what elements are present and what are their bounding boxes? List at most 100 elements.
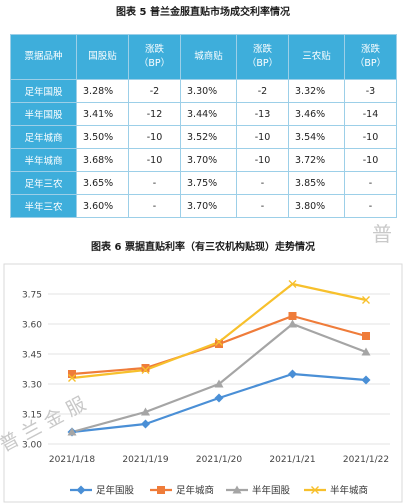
legend-marker <box>232 485 242 494</box>
chart-title: 图表 6 票据直贴利率（有三农机构贴现）走势情况 <box>91 242 315 253</box>
table-cell: 3.41% <box>76 102 129 126</box>
table-cell: -10 <box>128 125 181 149</box>
table-cell: -10 <box>236 148 289 172</box>
table-cell: -10 <box>128 148 181 172</box>
legend-marker <box>76 485 86 495</box>
table-header-cell: 城商贴 <box>180 34 237 80</box>
data-point <box>362 296 370 304</box>
table-cell: - <box>128 171 181 195</box>
table-cell: -14 <box>344 102 397 126</box>
series-line-4 <box>71 282 367 380</box>
table-cell: 3.85% <box>288 171 345 195</box>
table-row: 半年城商 3.68% -10 3.70% -10 3.72% -10 <box>10 148 397 172</box>
data-point <box>288 312 297 320</box>
table-cell: 3.46% <box>288 102 345 126</box>
y-tick-label: 3.30 <box>22 381 42 391</box>
table-cell: - <box>236 194 289 218</box>
y-tick-label: 3.75 <box>22 291 42 301</box>
table-row: 半年三农 3.60% -3.70% -3.80% - <box>10 194 397 218</box>
table-cell: 足年国股 <box>10 79 77 103</box>
data-point <box>141 364 150 372</box>
table-header-cell: 国股贴 <box>76 34 129 80</box>
data-point <box>288 369 297 379</box>
table-cell: 3.60% <box>76 194 129 218</box>
table-header-cell: 涨跌 （BP） <box>128 34 181 80</box>
table-cell: - <box>128 194 181 218</box>
legend-label: 半年国股 <box>252 485 291 497</box>
data-point <box>214 393 224 403</box>
table-cell: 3.70% <box>180 194 237 218</box>
data-point <box>288 319 297 328</box>
table-cell: -10 <box>236 125 289 149</box>
table-row: 足年城商 3.50% -10 3.52% -10 3.54% -10 <box>10 125 397 149</box>
table-row: 足年三农 3.65% -3.75% -3.85% - <box>10 171 397 195</box>
table-cell: -13 <box>236 102 289 126</box>
legend-marker <box>157 486 165 494</box>
table-cell: 3.68% <box>76 148 129 172</box>
data-point <box>141 366 150 374</box>
x-tick-label: 2021/1/21 <box>269 455 315 465</box>
table-cell: 3.80% <box>288 194 345 218</box>
table-cell: 3.70% <box>180 148 237 172</box>
table-cell: 3.44% <box>180 102 237 126</box>
legend-label: 半年城商 <box>330 485 368 497</box>
line-chart: 3.00 3.15 3.30 3.45 3.60 3.75 2021/1/18 2021/1/… <box>0 263 403 503</box>
table-cell: -2 <box>128 79 181 103</box>
table-cell: -2 <box>236 79 289 103</box>
table-header-cell: 涨跌 （BP） <box>344 34 397 80</box>
table-cell: 3.52% <box>180 125 237 149</box>
table-cell: 3.50% <box>76 125 129 149</box>
legend-label: 足年国股 <box>96 485 135 497</box>
x-tick-label: 2021/1/20 <box>196 455 242 465</box>
table-header-row: 票据品种 国股贴 涨跌 （BP） 城商贴 涨跌 （BP） 三农贴 涨跌 （BP） <box>10 34 397 80</box>
table-cell: 3.54% <box>288 125 345 149</box>
table-cell: 3.75% <box>180 171 237 195</box>
data-point <box>67 427 77 436</box>
table-cell: -3 <box>344 79 397 103</box>
table-header-cell: 票据品种 <box>10 34 77 80</box>
table-cell: 足年三农 <box>10 171 77 195</box>
data-point <box>288 280 297 288</box>
chart-frame <box>3 263 403 503</box>
legend-label: 足年城商 <box>176 485 214 497</box>
watermark-top: 普 <box>372 222 392 246</box>
table-header-cell: 涨跌 （BP） <box>236 34 289 80</box>
data-point <box>215 340 223 348</box>
y-tick-label: 3.00 <box>22 441 42 451</box>
table-cell: 3.30% <box>180 79 237 103</box>
table-cell: -12 <box>128 102 181 126</box>
chart-watermark: 普 兰 金 服 <box>0 393 89 457</box>
table-cell: 3.28% <box>76 79 129 103</box>
table-cell: - <box>344 171 397 195</box>
rate-table: 票据品种 国股贴 涨跌 （BP） 城商贴 涨跌 （BP） 三农贴 涨跌 （BP） 足年国股 3… <box>10 34 397 218</box>
y-tick-label: 3.45 <box>22 351 42 361</box>
data-point <box>214 379 224 388</box>
data-point <box>215 338 223 346</box>
data-point <box>361 375 371 385</box>
y-tick-label: 3.60 <box>22 321 42 331</box>
table-cell: 3.72% <box>288 148 345 172</box>
x-tick-label: 2021/1/18 <box>49 455 95 465</box>
table-cell: 3.65% <box>76 171 129 195</box>
table-body: 足年国股 3.28% -2 3.30% -2 3.32% -3 半年国股 3.41% -12 3.4… <box>10 79 397 218</box>
table-cell: 半年国股 <box>10 102 77 126</box>
data-point <box>361 347 371 356</box>
legend-marker <box>311 486 319 494</box>
y-tick-label: 3.15 <box>22 411 42 421</box>
table-row: 足年国股 3.28% -2 3.30% -2 3.32% -3 <box>10 79 397 103</box>
data-point <box>141 407 150 416</box>
table-cell: -10 <box>344 148 397 172</box>
table-cell: 3.32% <box>288 79 345 103</box>
data-point <box>141 419 150 429</box>
table-cell: 半年三农 <box>10 194 77 218</box>
table-cell: 足年城商 <box>10 125 77 149</box>
data-point <box>68 374 76 382</box>
table-cell: - <box>236 171 289 195</box>
x-tick-label: 2021/1/22 <box>343 455 389 465</box>
table-title: 图表 5 普兰金服直贴市场成交利率情况 <box>116 7 290 18</box>
table-cell: - <box>344 194 397 218</box>
table-cell: -10 <box>344 125 397 149</box>
table-cell: 半年城商 <box>10 148 77 172</box>
table-header-cell: 三农贴 <box>288 34 345 80</box>
data-point <box>68 370 76 378</box>
